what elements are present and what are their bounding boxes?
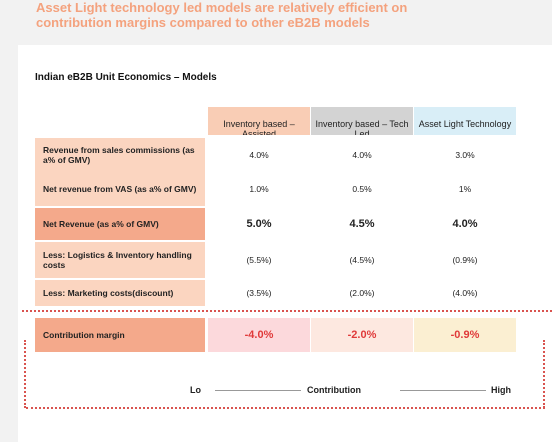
box-left bbox=[24, 340, 26, 408]
cell: (0.9%) bbox=[452, 255, 478, 265]
row-label: Net Revenue (as a% of GMV) bbox=[35, 208, 205, 240]
cell: 5.0% bbox=[246, 218, 272, 230]
divider bbox=[22, 310, 552, 312]
cell: -2.0% bbox=[311, 318, 413, 352]
cell: 1% bbox=[458, 184, 472, 194]
cell: 0.5% bbox=[352, 184, 372, 194]
box-bottom bbox=[26, 407, 545, 409]
cell: 4.0% bbox=[452, 218, 478, 230]
column-header: Inventory based – Tech Led bbox=[311, 107, 413, 135]
arrow bbox=[215, 390, 301, 391]
scale-high: High bbox=[491, 385, 511, 395]
scale-low: Lo bbox=[190, 385, 201, 395]
cell: 4.5% bbox=[349, 218, 375, 230]
cell: (3.5%) bbox=[246, 288, 272, 298]
cell: (4.5%) bbox=[349, 255, 375, 265]
box-right bbox=[543, 340, 545, 408]
cell: -0.9% bbox=[414, 318, 516, 352]
cell: -4.0% bbox=[208, 318, 310, 352]
column-header: Inventory based – Assisted bbox=[208, 107, 310, 135]
cell: (5.5%) bbox=[246, 255, 272, 265]
cell: (4.0%) bbox=[452, 288, 478, 298]
title: Asset Light technology led models are re… bbox=[36, 0, 408, 30]
scale-label: Contribution Margin bbox=[307, 385, 361, 397]
cell: 3.0% bbox=[455, 150, 475, 160]
cell: (2.0%) bbox=[349, 288, 375, 298]
arrow bbox=[400, 390, 486, 391]
row-label: Contribution margin bbox=[35, 318, 205, 352]
cell: 4.0% bbox=[249, 150, 269, 160]
cell: 1.0% bbox=[249, 184, 269, 194]
column-header: Asset Light Technology bbox=[414, 107, 516, 135]
row-label: Revenue from sales commissions (as a% of… bbox=[35, 138, 205, 172]
row-label: Less: Marketing costs(discount) bbox=[35, 280, 205, 306]
row-label: Less: Logistics & Inventory handling cos… bbox=[35, 242, 205, 278]
subtitle: Indian eB2B Unit Economics – Models bbox=[35, 72, 217, 83]
row-label: Net revenue from VAS (as a% of GMV) bbox=[35, 172, 205, 206]
cell: 4.0% bbox=[352, 150, 372, 160]
